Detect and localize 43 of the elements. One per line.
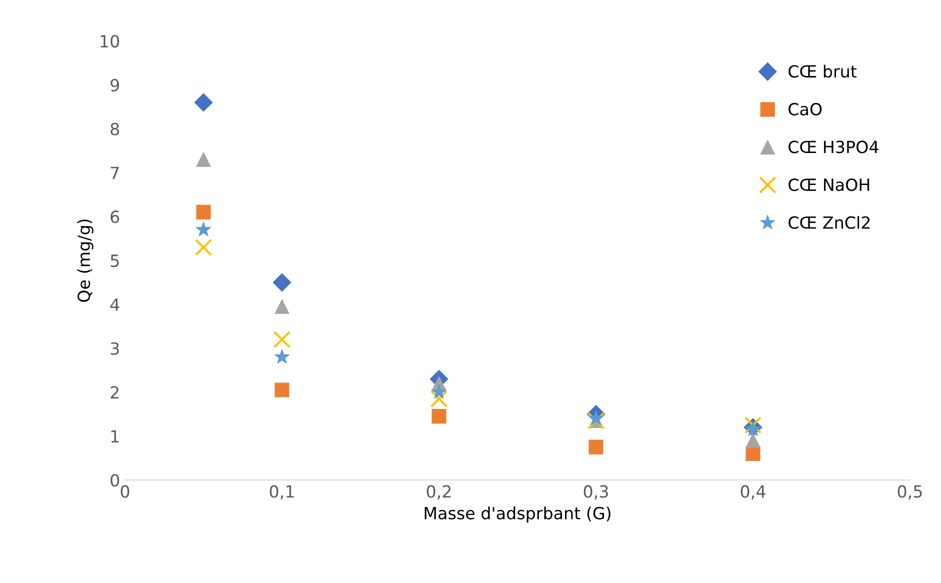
y-tick-label: 2	[110, 386, 118, 399]
point	[745, 422, 761, 436]
x-tick-label: 0	[120, 485, 130, 498]
y-tick-label: 6	[110, 210, 120, 224]
y-tick-label: 0	[110, 474, 120, 487]
y-tick-label: 3	[110, 342, 119, 355]
y-tick-label: 7	[110, 166, 119, 180]
point	[746, 433, 760, 448]
point	[744, 416, 762, 434]
legend-label: CŒ NaOH	[788, 178, 870, 192]
point	[194, 93, 213, 112]
legend-label: CŒ H3PO4	[788, 140, 878, 154]
x-tick-label: 0,4	[740, 485, 766, 500]
y-tick-label: 9	[110, 78, 119, 92]
legend-label: CŒ ZnCl2	[788, 216, 870, 229]
point	[432, 409, 446, 424]
point	[430, 390, 448, 408]
point	[194, 238, 212, 256]
point	[274, 349, 290, 364]
legend-label: CaO	[788, 102, 822, 116]
point	[274, 382, 290, 398]
point	[196, 152, 211, 167]
point	[196, 204, 211, 220]
point	[588, 410, 604, 426]
point	[746, 446, 760, 461]
point	[588, 440, 604, 454]
x-axis-title: Masse d'adsprbant (G)	[424, 506, 610, 523]
legend-label: CŒ brut	[788, 64, 857, 78]
x-tick-label: 0,5	[898, 485, 922, 500]
point	[273, 330, 291, 348]
x-tick-label: 0,3	[584, 485, 608, 500]
y-axis-title: Qe (mg/g)	[77, 220, 94, 302]
y-tick-label: 10	[100, 34, 120, 48]
point	[196, 222, 212, 236]
y-tick-label: 8	[110, 122, 119, 136]
x-tick-label: 0,2	[426, 485, 451, 500]
x-tick-label: 0,1	[270, 485, 294, 500]
point	[274, 299, 290, 314]
point	[272, 273, 292, 292]
y-tick-label: 1	[111, 430, 119, 442]
point	[431, 384, 447, 399]
y-tick-label: 4	[110, 298, 120, 311]
y-tick-label: 5	[110, 254, 119, 268]
